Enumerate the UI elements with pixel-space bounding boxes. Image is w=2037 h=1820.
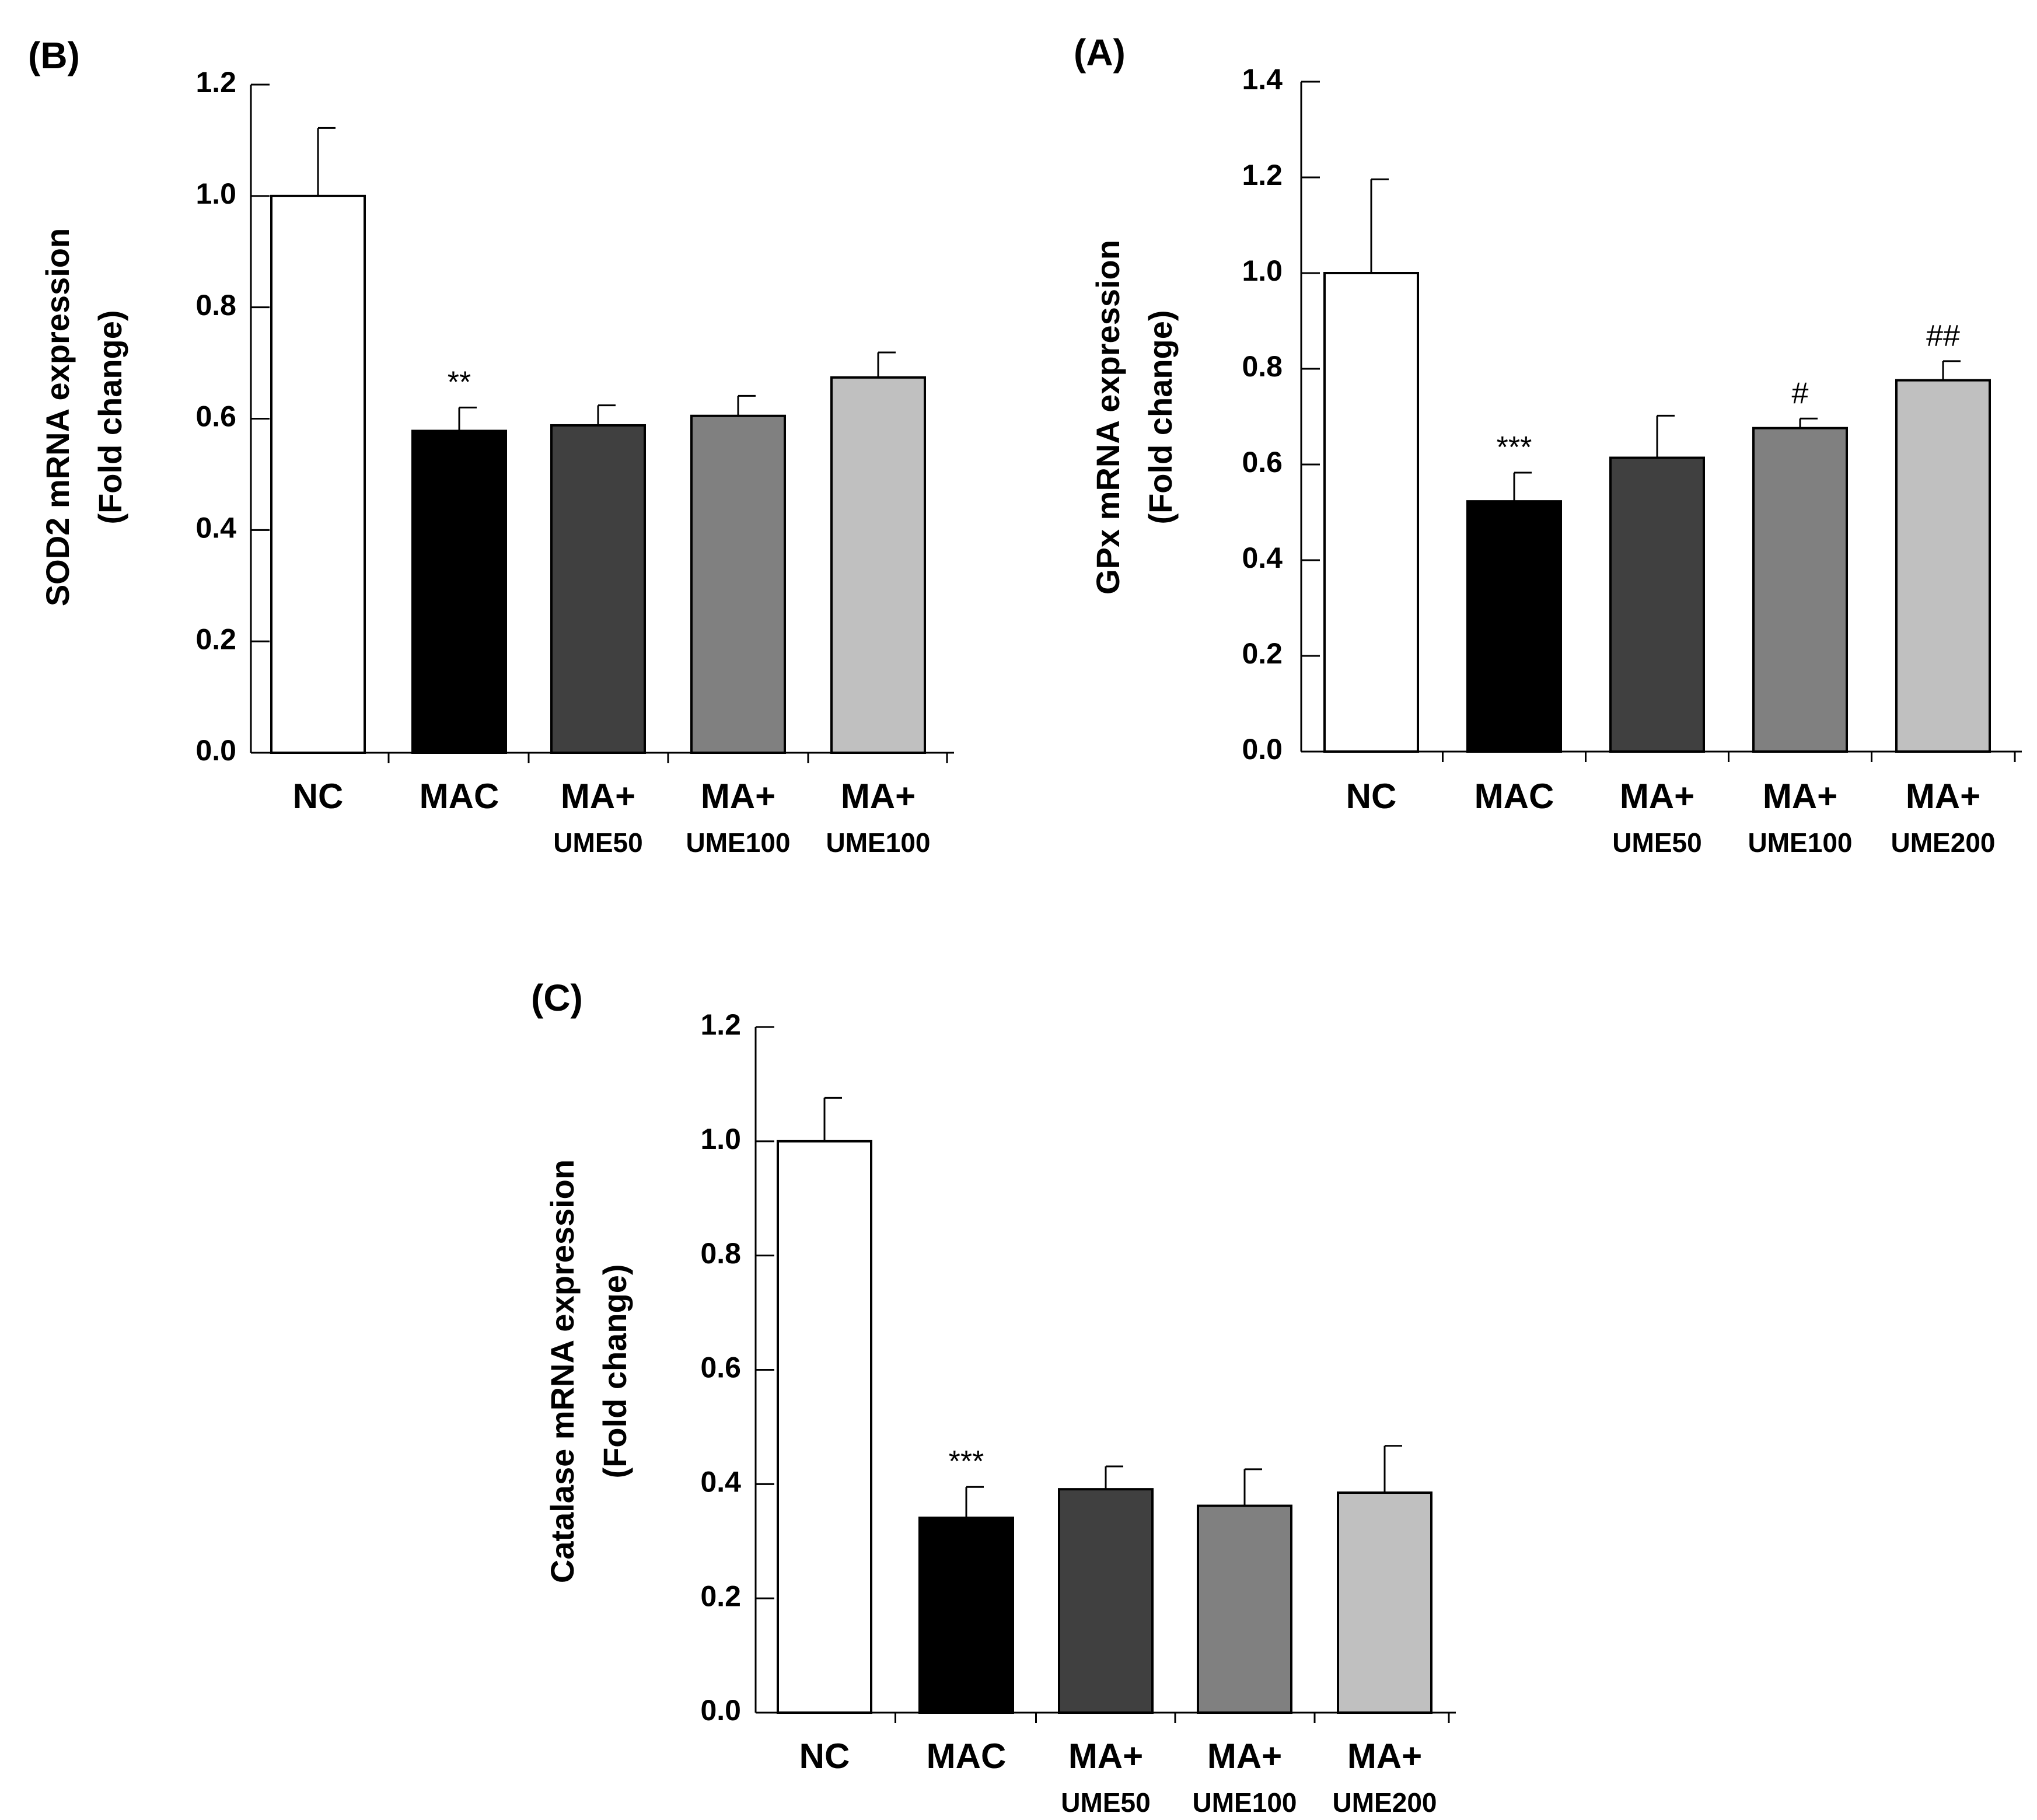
y-tick-label: 0.8	[195, 289, 236, 322]
significance-label-1: **	[448, 365, 471, 399]
significance-label-1: ***	[949, 1445, 984, 1479]
bar-4	[1337, 1491, 1432, 1714]
category-sublabel-2: UME50	[1061, 1787, 1150, 1818]
y-tick-label: 0.6	[195, 400, 236, 433]
category-sublabel-4: UME200	[1891, 827, 1996, 858]
chart-catalase: (C) 0.0 0.2 0.4 0.6 0.8 1.0 1.2 NC *** MAC MA+ UME50…	[531, 977, 1456, 1818]
bar-1	[411, 429, 507, 754]
chart-sod2: (B) 0.0 0.2 0.4 0.6 0.8 1.0 1.2 NC ** MAC MA+ UME50 M…	[28, 34, 954, 858]
category-label-0: NC	[799, 1737, 850, 1776]
category-label-1: MAC	[1475, 777, 1554, 816]
category-label-0: NC	[293, 777, 344, 816]
y-tick-label: 0.2	[195, 623, 236, 655]
category-sublabel-4: UME200	[1333, 1787, 1437, 1818]
bar-3	[690, 414, 786, 754]
y-tick-label: 0.4	[195, 512, 236, 544]
significance-label-1: ***	[1497, 431, 1532, 464]
bar-0	[1323, 272, 1419, 753]
y-axis-label: GPx mRNA expression	[1089, 240, 1126, 595]
y-tick-label: 1.2	[195, 66, 236, 99]
panel-label: (B)	[28, 34, 80, 76]
y-tick-label: 0.6	[700, 1351, 741, 1384]
category-label-1: MAC	[927, 1737, 1007, 1776]
category-label-1: MAC	[420, 777, 499, 816]
bar-1	[1466, 500, 1562, 753]
bar-0	[270, 194, 366, 754]
y-tick-label: 0.6	[1242, 446, 1283, 478]
category-sublabel-3: UME100	[1748, 827, 1853, 858]
y-tick-label: 0.8	[1242, 350, 1283, 383]
category-label-3: MA+	[1763, 777, 1837, 816]
category-sublabel-4: UME100	[826, 827, 931, 858]
y-tick-label: 0.4	[1242, 542, 1283, 574]
y-tick-label: 0.2	[1242, 637, 1283, 670]
y-axis-label: SOD2 mRNA expression	[39, 228, 76, 606]
y-tick-label: 0.8	[700, 1237, 741, 1270]
y-tick-label: 0.0	[1242, 733, 1283, 766]
bar-2	[1609, 456, 1705, 753]
bar-4	[830, 376, 926, 754]
category-label-0: NC	[1346, 777, 1397, 816]
y-tick-label: 1.4	[1242, 63, 1283, 96]
category-label-4: MA+	[841, 777, 916, 816]
y-tick-label: 0.0	[700, 1694, 741, 1727]
y-axis-label-secondary: (Fold change)	[92, 310, 128, 524]
category-label-2: MA+	[561, 777, 635, 816]
y-tick-label: 1.0	[1242, 254, 1283, 287]
bar-3	[1197, 1504, 1292, 1714]
panel-label: (A)	[1074, 32, 1126, 74]
category-sublabel-3: UME100	[1193, 1787, 1297, 1818]
significance-label-3: #	[1792, 376, 1809, 410]
bar-3	[1752, 427, 1848, 753]
bar-2	[1058, 1488, 1154, 1714]
category-label-4: MA+	[1347, 1737, 1422, 1776]
y-tick-label: 1.2	[700, 1008, 741, 1041]
bar-1	[918, 1517, 1014, 1714]
bar-2	[550, 424, 646, 754]
y-tick-label: 1.0	[195, 177, 236, 210]
y-axis-label-secondary: (Fold change)	[1142, 310, 1179, 524]
category-sublabel-3: UME100	[686, 827, 791, 858]
category-label-3: MA+	[701, 777, 775, 816]
category-label-4: MA+	[1906, 777, 1980, 816]
y-axis-label: Catalase mRNA expression	[544, 1159, 581, 1583]
y-tick-label: 0.0	[195, 734, 236, 767]
y-tick-label: 0.4	[700, 1466, 741, 1498]
y-tick-label: 0.2	[700, 1580, 741, 1612]
y-tick-label: 1.0	[700, 1123, 741, 1155]
category-sublabel-2: UME50	[1612, 827, 1701, 858]
category-sublabel-2: UME50	[553, 827, 642, 858]
y-tick-label: 1.2	[1242, 159, 1283, 191]
bar-0	[777, 1140, 872, 1714]
category-label-3: MA+	[1207, 1737, 1282, 1776]
chart-gpx: (A) 0.0 0.2 0.4 0.6 0.8 1.0 1.2 1.4 NC *** MAC MA+ UM…	[1074, 32, 2022, 858]
significance-label-4: ##	[1926, 319, 1960, 353]
y-axis-label-secondary: (Fold change)	[596, 1264, 633, 1478]
category-label-2: MA+	[1620, 777, 1694, 816]
category-label-2: MA+	[1068, 1737, 1143, 1776]
panel-label: (C)	[531, 977, 583, 1019]
bar-4	[1895, 379, 1991, 753]
